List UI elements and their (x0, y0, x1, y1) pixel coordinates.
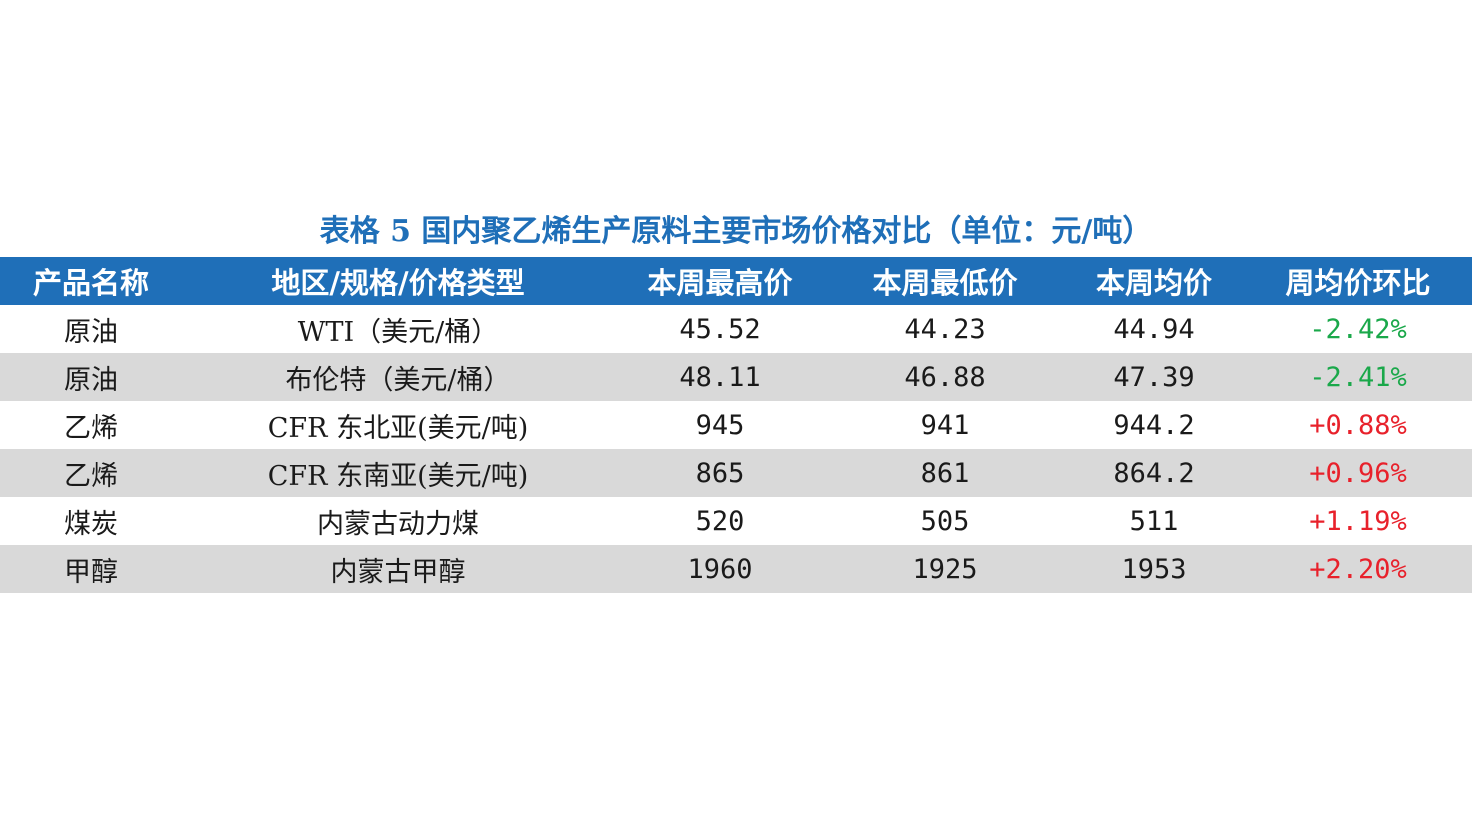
cell-high: 945 (695, 409, 745, 441)
cell-high: 48.11 (679, 361, 761, 393)
cell-product: 乙烯 (64, 412, 118, 444)
cell-high: 1960 (687, 553, 753, 585)
cell-avg: 864.2 (1113, 457, 1195, 489)
cell-avg: 511 (1129, 505, 1179, 537)
cell-change: +0.88% (1309, 409, 1407, 441)
cell-spec: 布伦特（美元/桶） (285, 364, 511, 396)
cell-high: 865 (695, 457, 745, 489)
cell-low: 44.23 (904, 313, 986, 345)
cell-spec: 内蒙古动力煤 (317, 508, 479, 540)
cell-high: 520 (695, 505, 745, 537)
cell-low: 505 (920, 505, 970, 537)
header-change: 周均价环比 (1285, 266, 1431, 300)
cell-product: 煤炭 (64, 508, 118, 540)
header-low: 本周最低价 (872, 266, 1018, 300)
cell-avg: 47.39 (1113, 361, 1195, 393)
cell-product: 甲醇 (64, 556, 118, 588)
cell-low: 46.88 (904, 361, 986, 393)
cell-low: 861 (920, 457, 970, 489)
cell-spec: CFR 东南亚(美元/吨) (267, 460, 529, 492)
cell-product: 原油 (64, 316, 118, 348)
table-row: 甲醇 内蒙古甲醇 1960 1925 1953 +2.20% (0, 545, 1472, 593)
price-comparison-table: 产品名称 地区/规格/价格类型 本周最高价 本周最低价 本周均价 周均价环比 原… (0, 257, 1472, 593)
cell-product: 乙烯 (64, 460, 118, 492)
table-row: 乙烯 CFR 东南亚(美元/吨) 865 861 864.2 +0.96% (0, 449, 1472, 497)
header-product: 产品名称 (32, 266, 149, 300)
header-high: 本周最高价 (647, 266, 793, 300)
cell-change: +2.20% (1309, 553, 1407, 585)
cell-spec: WTI（美元/桶） (297, 316, 499, 348)
header-spec: 地区/规格/价格类型 (271, 266, 525, 300)
header-avg: 本周均价 (1095, 266, 1212, 300)
table-header-row: 产品名称 地区/规格/价格类型 本周最高价 本周最低价 本周均价 周均价环比 (0, 257, 1472, 305)
cell-avg: 944.2 (1113, 409, 1195, 441)
cell-avg: 1953 (1121, 553, 1187, 585)
cell-change: +0.96% (1309, 457, 1407, 489)
cell-change: -2.42% (1309, 313, 1407, 345)
cell-high: 45.52 (679, 313, 761, 345)
cell-avg: 44.94 (1113, 313, 1195, 345)
cell-low: 941 (920, 409, 970, 441)
table-row: 原油 WTI（美元/桶） 45.52 44.23 44.94 -2.42% (0, 305, 1472, 353)
table-row: 煤炭 内蒙古动力煤 520 505 511 +1.19% (0, 497, 1472, 545)
cell-spec: CFR 东北亚(美元/吨) (267, 412, 529, 444)
cell-product: 原油 (64, 364, 118, 396)
table-row: 乙烯 CFR 东北亚(美元/吨) 945 941 944.2 +0.88% (0, 401, 1472, 449)
cell-change: -2.41% (1309, 361, 1407, 393)
cell-spec: 内蒙古甲醇 (330, 556, 466, 588)
table-row: 原油 布伦特（美元/桶） 48.11 46.88 47.39 -2.41% (0, 353, 1472, 401)
table-title: 表格 5 国内聚乙烯生产原料主要市场价格对比（单位：元/吨） (319, 214, 1153, 249)
cell-low: 1925 (912, 553, 978, 585)
cell-change: +1.19% (1309, 505, 1407, 537)
